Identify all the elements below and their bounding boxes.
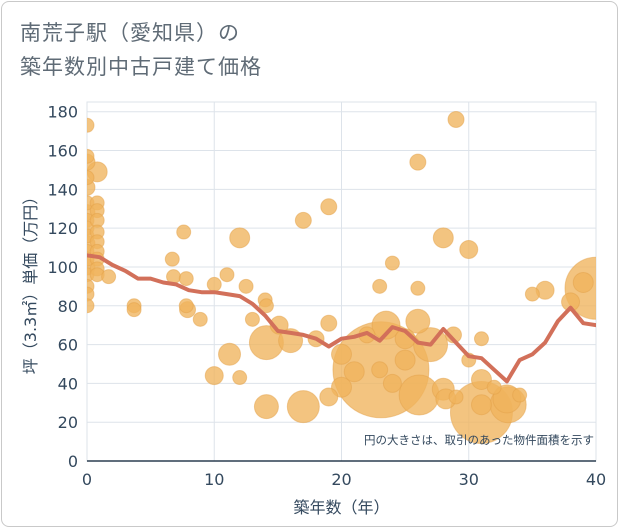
bubble-point: [319, 387, 339, 407]
bubble-point: [219, 267, 235, 283]
bubble-point: [371, 361, 389, 379]
bubble-point: [410, 280, 426, 296]
y-tick-label: 60: [58, 336, 78, 355]
bubble-point: [294, 211, 312, 229]
bubble-point: [512, 387, 528, 403]
bubble-point: [87, 286, 95, 302]
bubble-point: [218, 342, 242, 366]
y-tick-label: 20: [58, 413, 78, 432]
bubble-point: [371, 310, 401, 340]
bubble-point: [176, 224, 192, 240]
bubble-point: [178, 271, 194, 287]
bubble-point: [470, 368, 492, 390]
bubble-point: [244, 311, 260, 327]
bubble-point: [382, 373, 402, 393]
x-tick-label: 40: [586, 470, 606, 489]
bubble-point: [405, 308, 431, 334]
x-tick-label: 30: [459, 470, 479, 489]
x-tick-label: 10: [204, 470, 224, 489]
bubble-point: [204, 366, 224, 386]
bubble-point: [126, 302, 142, 318]
bubble-point: [447, 110, 465, 128]
bubble-point: [258, 298, 274, 314]
average-line-series: [87, 253, 596, 384]
bubble-point: [398, 374, 440, 416]
size-note: 円の大きさは、取引のあった物件面積を示す: [364, 433, 594, 447]
y-tick-label: 40: [58, 374, 78, 393]
bubble-point: [87, 170, 95, 186]
bubble-point: [572, 271, 594, 293]
bubble-point: [320, 198, 338, 216]
bubble-point: [394, 349, 416, 371]
bubble-point: [229, 227, 251, 249]
bubble-point: [286, 390, 320, 424]
bubble-point: [87, 117, 95, 133]
bubble-point: [384, 255, 400, 271]
bubble-point: [372, 278, 388, 294]
y-tick-label: 120: [47, 219, 78, 238]
bubble-point: [409, 153, 427, 171]
chart-title-line1: 南荒子駅（愛知県）の: [20, 21, 240, 45]
bubble-point: [178, 298, 194, 314]
bubble-point: [343, 361, 365, 383]
bubble-point: [448, 389, 464, 405]
x-axis-label: 築年数（年）: [293, 498, 389, 517]
y-tick-label: 0: [68, 452, 78, 471]
bubble-point: [87, 148, 95, 164]
bubble-point: [459, 239, 479, 259]
bubble-point: [473, 331, 489, 347]
bubble-point: [87, 298, 95, 314]
bubble-point: [253, 394, 279, 420]
bubble-point: [238, 278, 254, 294]
bubble-point: [320, 314, 338, 332]
bubble-point: [524, 286, 540, 302]
y-axis-label: 坪（3.3㎡）単価（万円）: [21, 189, 40, 374]
average-price-line: [87, 253, 596, 384]
chart-title-line2: 築年数別中古戸建て価格: [20, 55, 262, 79]
y-tick-label: 140: [47, 180, 78, 199]
axes: 0 20 40 60 80 100 120 140 160 180 0 10 20 30 40: [47, 103, 606, 489]
chart-title: 南荒子駅（愛知県）の 築年数別中古戸建て価格: [20, 16, 262, 84]
x-tick-label: 20: [331, 470, 351, 489]
bubble-point: [164, 251, 180, 267]
bubble-point: [206, 276, 222, 292]
y-tick-label: 100: [47, 258, 78, 277]
y-tick-label: 80: [58, 297, 78, 316]
bubble-point: [444, 326, 462, 344]
bubble-point: [232, 370, 248, 386]
bubble-series: [87, 110, 596, 444]
bubble-point: [470, 394, 492, 416]
bubble-point: [331, 343, 352, 365]
bubble-point: [192, 311, 208, 327]
bubble-point: [101, 269, 117, 285]
y-tick-label: 180: [47, 103, 78, 122]
bubble-point: [486, 379, 502, 395]
x-tick-label: 0: [82, 470, 92, 489]
bubble-point: [432, 227, 454, 249]
y-tick-label: 160: [47, 142, 78, 161]
